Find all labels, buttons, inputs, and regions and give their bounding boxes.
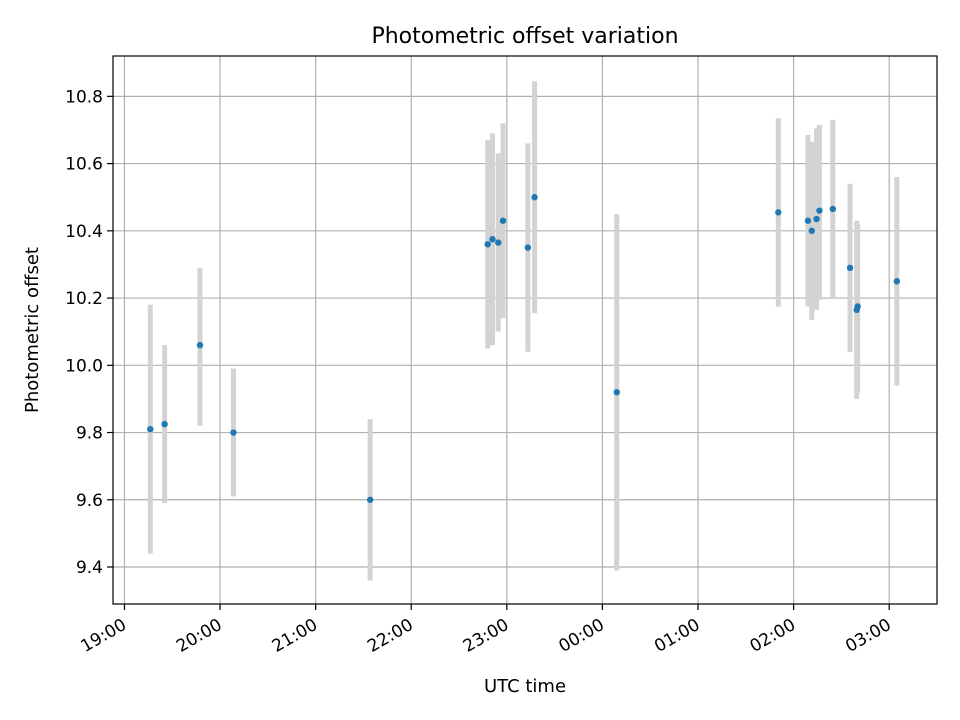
x-axis-label: UTC time: [484, 676, 566, 697]
data-point: [846, 264, 854, 272]
data-point: [484, 241, 491, 248]
chart-title: Photometric offset variation: [371, 24, 678, 49]
data-point: [489, 236, 496, 243]
data-point: [613, 388, 620, 396]
data-point: [196, 341, 204, 349]
data-point: [804, 217, 812, 224]
data-point: [499, 217, 507, 224]
data-point: [808, 227, 815, 235]
y-axis-ticks: 9.4 9.6 9.8 10.0 10.2 10.4 10.6 10.8: [65, 87, 113, 578]
y-tick-label: 9.8: [76, 424, 103, 444]
grid-lines: [113, 56, 937, 604]
y-tick-label: 9.4: [76, 558, 103, 578]
data-point: [829, 205, 837, 213]
y-axis-label: Photometric offset: [22, 247, 43, 413]
data-points: [147, 194, 901, 503]
data-point: [775, 209, 782, 216]
data-point: [854, 303, 861, 310]
data-point: [495, 239, 502, 246]
data-point: [366, 496, 374, 503]
y-tick-label: 9.6: [76, 491, 103, 511]
plot-area-frame: [112, 55, 938, 605]
data-point: [161, 420, 168, 428]
data-point: [531, 194, 538, 201]
data-point: [147, 425, 154, 433]
y-tick-label: 10.0: [65, 356, 103, 376]
data-point: [816, 207, 823, 214]
y-tick-label: 10.2: [65, 289, 103, 309]
y-tick-label: 10.4: [65, 222, 103, 242]
data-point: [813, 215, 820, 223]
data-point: [893, 278, 901, 285]
y-tick-label: 10.8: [65, 87, 103, 107]
data-point: [524, 244, 532, 251]
y-tick-label: 10.6: [65, 155, 103, 175]
data-point: [230, 429, 237, 436]
